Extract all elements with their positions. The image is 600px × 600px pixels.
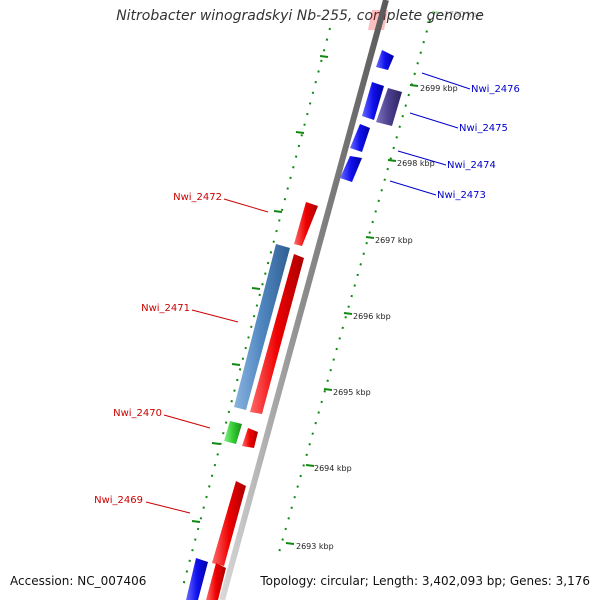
- gene-label-nwi-2474[interactable]: Nwi_2474: [447, 160, 496, 171]
- ticks-layer: 2693 kbp 2694 kbp 2695 kbp 2696 kbp 2697…: [285, 10, 482, 551]
- tick-label-2697: 2697 kbp: [375, 236, 413, 245]
- outer-dotted-track: [277, 19, 431, 557]
- tick-label-2698: 2698 kbp: [397, 159, 435, 168]
- gene-nwi-2474[interactable]: [350, 124, 370, 152]
- tick-label-2694: 2694 kbp: [314, 464, 352, 473]
- gene-nwi-2470[interactable]: [242, 428, 258, 448]
- gene-label-nwi-2475[interactable]: Nwi_2475: [459, 123, 508, 134]
- gene-label-nwi-2473[interactable]: Nwi_2473: [437, 190, 486, 201]
- leader-lines: [145, 72, 471, 514]
- topology-text: Topology: circular; Length: 3,402,093 bp…: [260, 574, 590, 588]
- inner-dotted-track: [181, 27, 331, 591]
- gene-nwi-2469[interactable]: [212, 481, 246, 566]
- feature-nwi-2471-blue[interactable]: [234, 244, 290, 410]
- gene-bottom-red: [206, 563, 226, 600]
- gene-label-nwi-2471[interactable]: Nwi_2471: [141, 303, 190, 314]
- gene-nwi-2472[interactable]: [294, 202, 318, 246]
- gene-nwi-2473[interactable]: [340, 156, 362, 182]
- gene-nwi-2476[interactable]: [376, 50, 394, 70]
- gene-label-nwi-2469[interactable]: Nwi_2469: [94, 495, 143, 506]
- gene-label-nwi-2476[interactable]: Nwi_2476: [471, 84, 520, 95]
- tick-label-2695: 2695 kbp: [333, 388, 371, 397]
- tick-label-2699: 2699 kbp: [420, 84, 458, 93]
- gene-nwi-2471[interactable]: [250, 254, 304, 414]
- gene-nwi-2475[interactable]: [362, 82, 384, 120]
- inner-ticks: [191, 55, 329, 523]
- tick-label-2693: 2693 kbp: [296, 542, 334, 551]
- gene-label-nwi-2470[interactable]: Nwi_2470: [113, 408, 162, 419]
- feature-nwi-2475-purple[interactable]: [376, 88, 402, 126]
- accession-text: Accession: NC_007406: [10, 574, 147, 588]
- gene-label-nwi-2472[interactable]: Nwi_2472: [173, 192, 222, 203]
- tick-label-2696: 2696 kbp: [353, 312, 391, 321]
- feature-nwi-2470-green[interactable]: [224, 421, 242, 444]
- genome-backbone: [219, 0, 389, 600]
- tick-label-2700: 2700 kbp: [444, 10, 482, 19]
- map-title: Nitrobacter winogradskyi Nb-255, complet…: [116, 8, 484, 24]
- gene-bottom-blue: [186, 558, 208, 600]
